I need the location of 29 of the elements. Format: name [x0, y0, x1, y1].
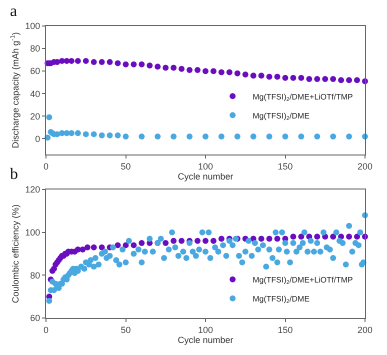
- x-axis-title: Cycle number: [178, 334, 234, 345]
- chart-title: a: [10, 3, 18, 20]
- x-tick-label: 100: [198, 161, 214, 172]
- x-axis-title: Cycle number: [178, 171, 234, 182]
- x-tick-label: 200: [357, 161, 373, 172]
- y-tick-label: 100: [25, 21, 40, 32]
- x-tick-label: 200: [357, 324, 373, 335]
- x-tick-label: 0: [43, 161, 49, 172]
- x-tick-label: 100: [198, 324, 214, 335]
- chart-title: b: [10, 166, 18, 183]
- x-tick-label: 150: [278, 324, 293, 335]
- x-tick-label: 50: [120, 161, 131, 172]
- y-tick-label: 80: [30, 44, 40, 54]
- x-tick-label: 0: [43, 324, 49, 335]
- legend-label: Mg(TFSI)$_{2}$/DME: [252, 294, 310, 306]
- legend-label: Mg(TFSI)$_{2}$/DME+LiOTf/TMP: [252, 92, 353, 103]
- y-tick-label: 0: [35, 134, 40, 144]
- y-tick-label: 60: [30, 66, 40, 76]
- legend-label: Mg(TFSI)$_{2}$/DME: [252, 111, 310, 122]
- y-tick-label: 80: [30, 270, 40, 280]
- y-tick-label: 60: [30, 313, 40, 324]
- y-axis-title: Coulombic efficiency (%): [10, 204, 21, 304]
- x-tick-label: 150: [278, 161, 293, 172]
- y-tick-label: 20: [30, 111, 40, 122]
- y-tick-label: 40: [30, 88, 40, 99]
- x-tick-label: 50: [120, 324, 131, 335]
- y-tick-label: 100: [25, 228, 40, 238]
- legend-label: Mg(TFSI)$_{2}$/DME+LiOTf/TMP: [252, 275, 353, 286]
- y-tick-label: 120: [25, 184, 40, 195]
